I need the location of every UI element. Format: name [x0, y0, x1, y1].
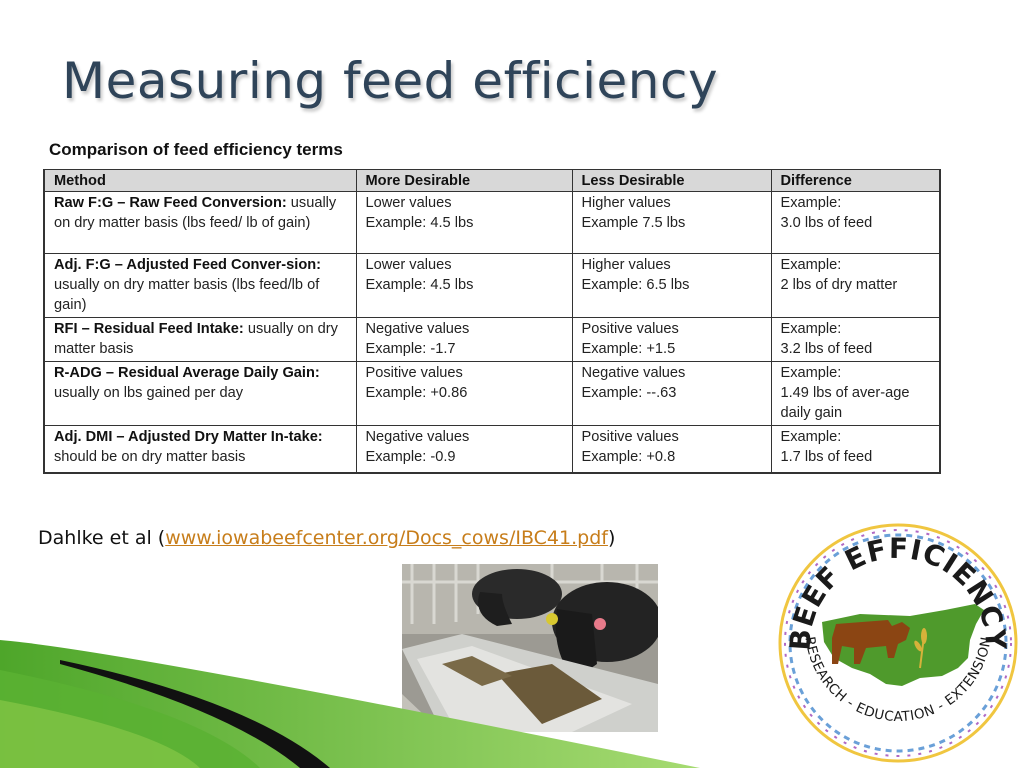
method-cell: Adj. DMI – Adjusted Dry Matter In-take: …: [43, 425, 357, 473]
less-desirable-value: Positive values: [581, 429, 679, 445]
table-row: Adj. DMI – Adjusted Dry Matter In-take: …: [43, 425, 941, 473]
difference-label: Example:: [780, 195, 842, 211]
header-more-desirable: More Desirable: [355, 169, 573, 192]
method-name: Adj. DMI – Adjusted Dry Matter In-take:: [54, 429, 323, 445]
less-desirable-cell: Positive values Example: +0.8: [571, 425, 772, 473]
less-desirable-value: Higher values: [581, 195, 671, 211]
method-cell: Raw F:G – Raw Feed Conversion: usually o…: [43, 191, 357, 254]
difference-label: Example:: [780, 321, 842, 337]
more-desirable-value: Positive values: [365, 365, 463, 381]
method-description: usually on dry matter basis: [54, 321, 338, 357]
table-row: Raw F:G – Raw Feed Conversion: usually o…: [43, 191, 941, 254]
method-name: Raw F:G – Raw Feed Conversion:: [54, 195, 287, 211]
difference-cell: Example: 1.7 lbs of feed: [770, 425, 941, 473]
more-desirable-cell: Positive values Example: +0.86: [355, 361, 573, 426]
cattle-feeding-photo: [402, 564, 658, 732]
more-desirable-example: Example: 4.5 lbs: [365, 215, 474, 231]
more-desirable-example: Example: -0.9: [365, 449, 456, 465]
table-row: R-ADG – Residual Average Daily Gain: usu…: [43, 361, 941, 426]
table-row: RFI – Residual Feed Intake: usually on d…: [43, 317, 941, 362]
citation-close-paren: ): [607, 527, 616, 549]
citation-open-paren: (: [157, 527, 166, 549]
difference-value: 1.7 lbs of feed: [780, 449, 873, 465]
method-description: should be on dry matter basis: [54, 449, 246, 465]
difference-value: 2 lbs of dry matter: [780, 277, 898, 293]
table-header-row: Method More Desirable Less Desirable Dif…: [43, 169, 941, 192]
more-desirable-cell: Negative values Example: -0.9: [355, 425, 573, 473]
less-desirable-value: Negative values: [581, 365, 686, 381]
beef-efficiency-logo: BEEF EFFICIENCY RESEARCH - EDUCATION - E…: [770, 518, 1024, 768]
less-desirable-cell: Higher values Example 7.5 lbs: [571, 191, 772, 254]
less-desirable-example: Example: +1.5: [581, 341, 676, 357]
source-link[interactable]: www.iowabeefcenter.org/Docs_cows/IBC41.p…: [165, 527, 608, 549]
less-desirable-example: Example 7.5 lbs: [581, 215, 686, 231]
method-cell: Adj. F:G – Adjusted Feed Conver-sion: us…: [43, 253, 357, 318]
method-name: RFI – Residual Feed Intake:: [54, 321, 244, 337]
difference-value: 3.0 lbs of feed: [780, 215, 873, 231]
more-desirable-cell: Lower values Example: 4.5 lbs: [355, 191, 573, 254]
citation-author: Dahlke et al: [38, 527, 152, 549]
method-name: Adj. F:G – Adjusted Feed Conver-sion:: [54, 257, 322, 273]
method-name: R-ADG – Residual Average Daily Gain:: [54, 365, 320, 381]
difference-value: 1.49 lbs of aver-age daily gain: [780, 385, 910, 421]
less-desirable-value: Positive values: [581, 321, 679, 337]
header-difference: Difference: [770, 169, 941, 192]
more-desirable-value: Lower values: [365, 195, 452, 211]
method-description: usually on dry matter basis (lbs feed/lb…: [54, 277, 320, 313]
difference-value: 3.2 lbs of feed: [780, 341, 873, 357]
more-desirable-cell: Negative values Example: -1.7: [355, 317, 573, 362]
cattle-photo-illustration: [402, 564, 658, 732]
method-cell: RFI – Residual Feed Intake: usually on d…: [43, 317, 357, 362]
logo-graphic: BEEF EFFICIENCY RESEARCH - EDUCATION - E…: [778, 523, 1018, 763]
more-desirable-example: Example: -1.7: [365, 341, 456, 357]
method-description: usually on lbs gained per day: [54, 385, 244, 401]
difference-cell: Example: 2 lbs of dry matter: [770, 253, 941, 318]
more-desirable-value: Negative values: [365, 321, 470, 337]
difference-label: Example:: [780, 257, 842, 273]
difference-cell: Example: 1.49 lbs of aver-age daily gain: [770, 361, 941, 426]
citation: Dahlke et al (www.iowabeefcenter.org/Doc…: [38, 527, 615, 549]
difference-label: Example:: [780, 429, 842, 445]
less-desirable-cell: Higher values Example: 6.5 lbs: [571, 253, 772, 318]
less-desirable-value: Higher values: [581, 257, 671, 273]
difference-cell: Example: 3.0 lbs of feed: [770, 191, 941, 254]
less-desirable-cell: Negative values Example: --.63: [571, 361, 772, 426]
difference-cell: Example: 3.2 lbs of feed: [770, 317, 941, 362]
feed-efficiency-table: Method More Desirable Less Desirable Dif…: [43, 169, 941, 474]
less-desirable-example: Example: +0.8: [581, 449, 676, 465]
more-desirable-example: Example: 4.5 lbs: [365, 277, 474, 293]
slide-title: Measuring feed efficiency: [62, 52, 719, 110]
header-less-desirable: Less Desirable: [571, 169, 772, 192]
more-desirable-cell: Lower values Example: 4.5 lbs: [355, 253, 573, 318]
header-method: Method: [43, 169, 357, 192]
table-row: Adj. F:G – Adjusted Feed Conver-sion: us…: [43, 253, 941, 318]
less-desirable-example: Example: 6.5 lbs: [581, 277, 690, 293]
difference-label: Example:: [780, 365, 842, 381]
more-desirable-value: Negative values: [365, 429, 470, 445]
method-description: usually on dry matter basis (lbs feed/ l…: [54, 195, 337, 231]
more-desirable-example: Example: +0.86: [365, 385, 468, 401]
green-swoosh-decoration: [0, 640, 700, 768]
less-desirable-example: Example: --.63: [581, 385, 677, 401]
method-cell: R-ADG – Residual Average Daily Gain: usu…: [43, 361, 357, 426]
less-desirable-cell: Positive values Example: +1.5: [571, 317, 772, 362]
more-desirable-value: Lower values: [365, 257, 452, 273]
table-caption: Comparison of feed efficiency terms: [49, 140, 343, 159]
